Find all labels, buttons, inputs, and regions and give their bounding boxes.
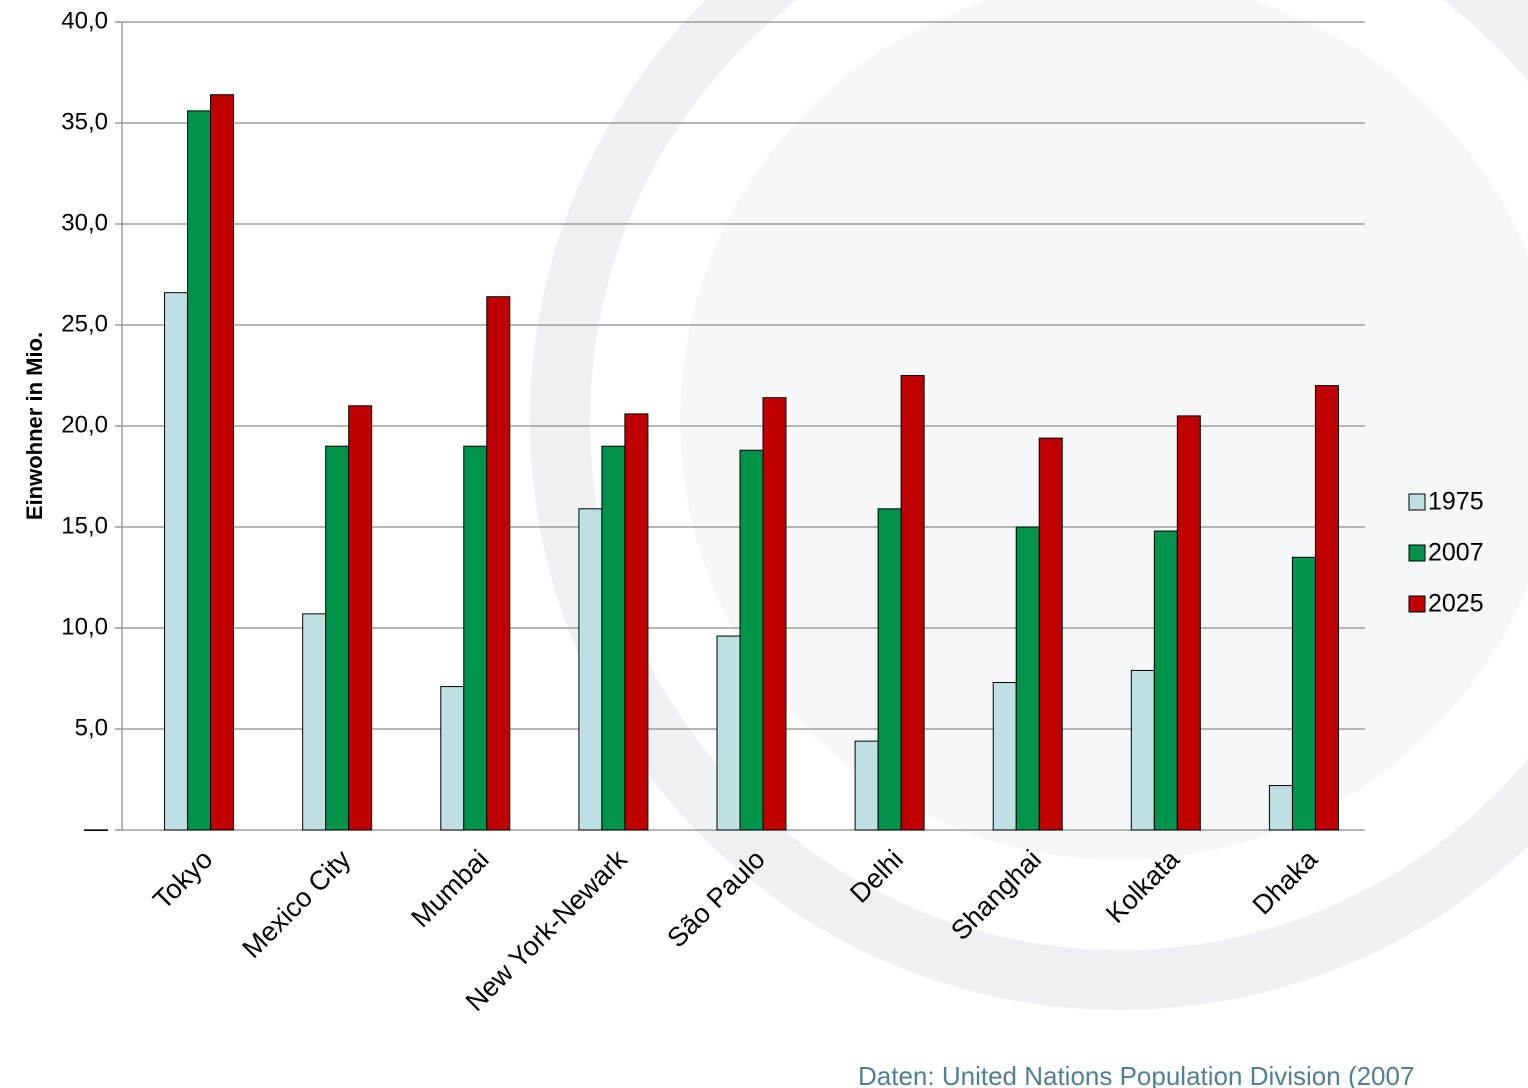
bar bbox=[1314, 385, 1339, 831]
source-note: Daten: United Nations Population Divisio… bbox=[858, 1061, 1414, 1088]
legend-swatch bbox=[1408, 544, 1426, 562]
y-tick-label: 25,0 bbox=[61, 310, 108, 337]
bar bbox=[1291, 556, 1316, 831]
bar bbox=[624, 413, 649, 831]
bar bbox=[187, 110, 212, 831]
bar bbox=[739, 449, 764, 831]
bar bbox=[578, 508, 603, 831]
bar bbox=[716, 635, 741, 831]
y-tick-label: 30,0 bbox=[61, 209, 108, 236]
bar bbox=[992, 682, 1017, 831]
bar bbox=[1015, 526, 1040, 831]
bar bbox=[601, 445, 626, 831]
bar bbox=[440, 686, 465, 831]
bar bbox=[302, 613, 327, 831]
y-tick-label: 10,0 bbox=[61, 613, 108, 640]
y-axis-label: Einwohner in Mio. bbox=[22, 332, 47, 520]
bar bbox=[210, 94, 235, 831]
watermark-seal bbox=[530, 0, 1528, 1010]
bar bbox=[877, 508, 902, 831]
x-tick-label: Dhaka bbox=[1247, 843, 1324, 920]
bar bbox=[463, 445, 488, 831]
bar bbox=[900, 375, 925, 831]
y-tick-label: — bbox=[84, 815, 108, 842]
bar bbox=[854, 740, 879, 831]
bar bbox=[1176, 415, 1201, 831]
bar bbox=[762, 397, 787, 831]
legend-label: 2025 bbox=[1428, 590, 1484, 618]
legend-swatch bbox=[1408, 595, 1426, 613]
watermark-seal-inner bbox=[680, 0, 1528, 860]
y-tick-label: 20,0 bbox=[61, 411, 108, 438]
y-tick-label: 5,0 bbox=[75, 714, 108, 741]
bar bbox=[486, 296, 511, 831]
bar bbox=[1130, 669, 1155, 831]
x-tick-label: Tokyo bbox=[147, 844, 218, 915]
bar bbox=[348, 405, 373, 831]
x-tick-label: Mumbai bbox=[405, 844, 494, 933]
bar bbox=[1268, 785, 1293, 831]
bar bbox=[1038, 437, 1063, 831]
x-tick-label: Shanghai bbox=[945, 844, 1047, 946]
x-tick-label: São Paulo bbox=[661, 844, 770, 953]
legend-swatch bbox=[1408, 493, 1426, 511]
legend-label: 2007 bbox=[1428, 539, 1484, 567]
bar bbox=[164, 292, 189, 831]
legend-label: 1975 bbox=[1428, 488, 1484, 516]
y-tick-label: 35,0 bbox=[61, 108, 108, 135]
y-tick-label: 15,0 bbox=[61, 512, 108, 539]
y-tick-label: 40,0 bbox=[61, 7, 108, 34]
x-tick-label: Mexico City bbox=[237, 844, 357, 964]
bar bbox=[325, 445, 350, 831]
bar bbox=[1153, 530, 1178, 831]
